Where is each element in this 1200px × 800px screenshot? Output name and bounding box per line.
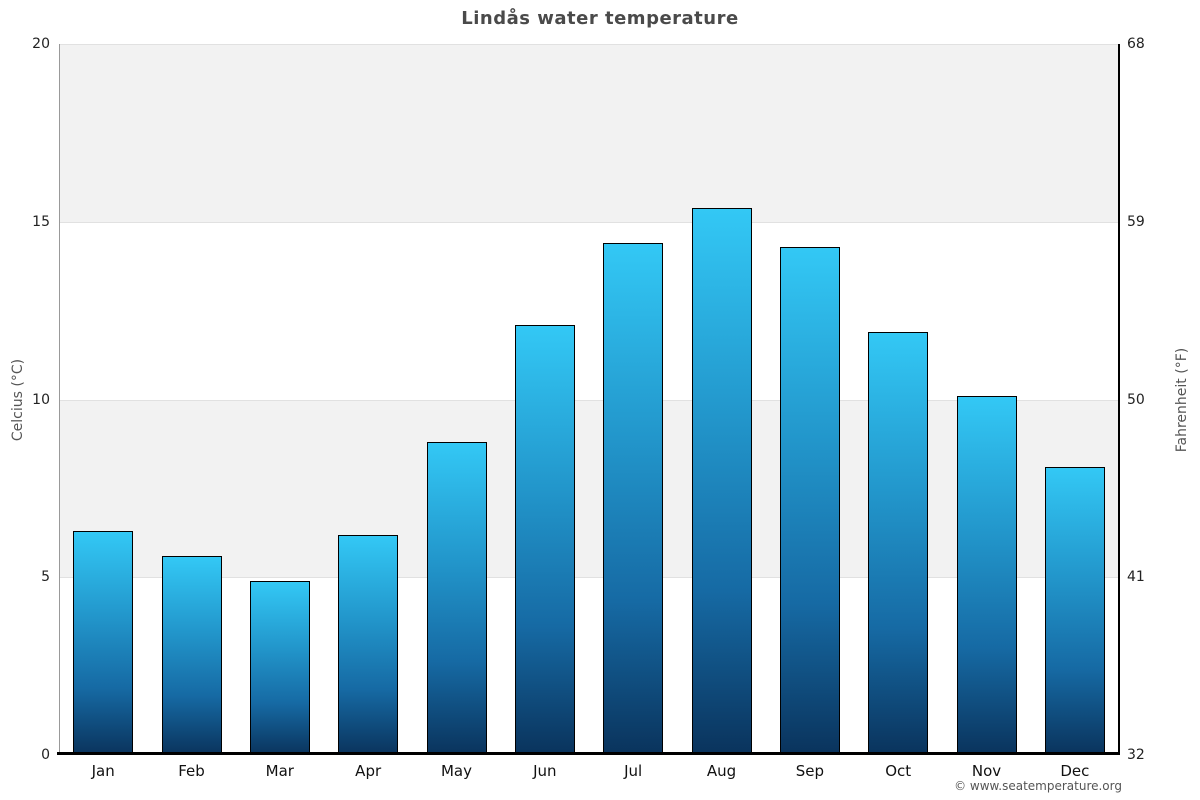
copyright-credit: © www.seatemperature.org bbox=[954, 779, 1122, 793]
x-label-dec: Dec bbox=[1060, 762, 1090, 780]
x-label-oct: Oct bbox=[885, 762, 912, 780]
gridline-15c bbox=[59, 221, 1119, 223]
x-label-nov: Nov bbox=[971, 762, 1002, 780]
bar-oct bbox=[868, 331, 929, 755]
gridline-5c bbox=[59, 577, 1119, 579]
bar-aug bbox=[691, 207, 752, 755]
bar-feb bbox=[161, 555, 222, 755]
y-axis-line-left bbox=[59, 44, 60, 755]
x-label-may: May bbox=[440, 762, 473, 780]
tick-celsius-10: 10 bbox=[32, 391, 50, 408]
bar-mar bbox=[249, 580, 310, 755]
y-axis-line-right bbox=[1118, 44, 1120, 755]
chart-title: Lindås water temperature bbox=[461, 8, 739, 29]
bar-jul bbox=[603, 243, 664, 755]
tick-celsius-5: 5 bbox=[41, 569, 50, 586]
bar-may bbox=[426, 442, 487, 755]
x-label-sep: Sep bbox=[795, 762, 824, 780]
x-label-feb: Feb bbox=[178, 762, 205, 780]
tick-fahrenheit-59: 59 bbox=[1127, 213, 1145, 230]
background-band-15-20 bbox=[59, 44, 1119, 222]
gridline-10c bbox=[59, 399, 1119, 401]
tick-celsius-15: 15 bbox=[32, 213, 50, 230]
x-label-jun: Jun bbox=[533, 762, 557, 780]
tick-fahrenheit-41: 41 bbox=[1127, 569, 1145, 586]
tick-fahrenheit-50: 50 bbox=[1127, 391, 1145, 408]
x-label-jan: Jan bbox=[91, 762, 115, 780]
bar-jan bbox=[73, 531, 134, 755]
x-label-mar: Mar bbox=[265, 762, 294, 780]
bar-jun bbox=[514, 324, 575, 755]
tick-fahrenheit-68: 68 bbox=[1127, 36, 1145, 52]
bar-sep bbox=[779, 246, 840, 755]
bar-dec bbox=[1044, 467, 1105, 755]
gridline-20c bbox=[59, 44, 1119, 45]
tick-celsius-0: 0 bbox=[41, 747, 50, 763]
x-label-aug: Aug bbox=[706, 762, 737, 780]
plot-area bbox=[59, 44, 1119, 755]
background-band-5-10 bbox=[59, 399, 1119, 578]
tick-fahrenheit-32: 32 bbox=[1127, 747, 1145, 763]
x-label-apr: Apr bbox=[355, 762, 382, 780]
x-axis-baseline bbox=[57, 752, 1120, 755]
bar-apr bbox=[338, 534, 399, 755]
bar-nov bbox=[956, 395, 1017, 755]
x-label-jul: Jul bbox=[624, 762, 643, 780]
tick-celsius-20: 20 bbox=[32, 36, 50, 52]
